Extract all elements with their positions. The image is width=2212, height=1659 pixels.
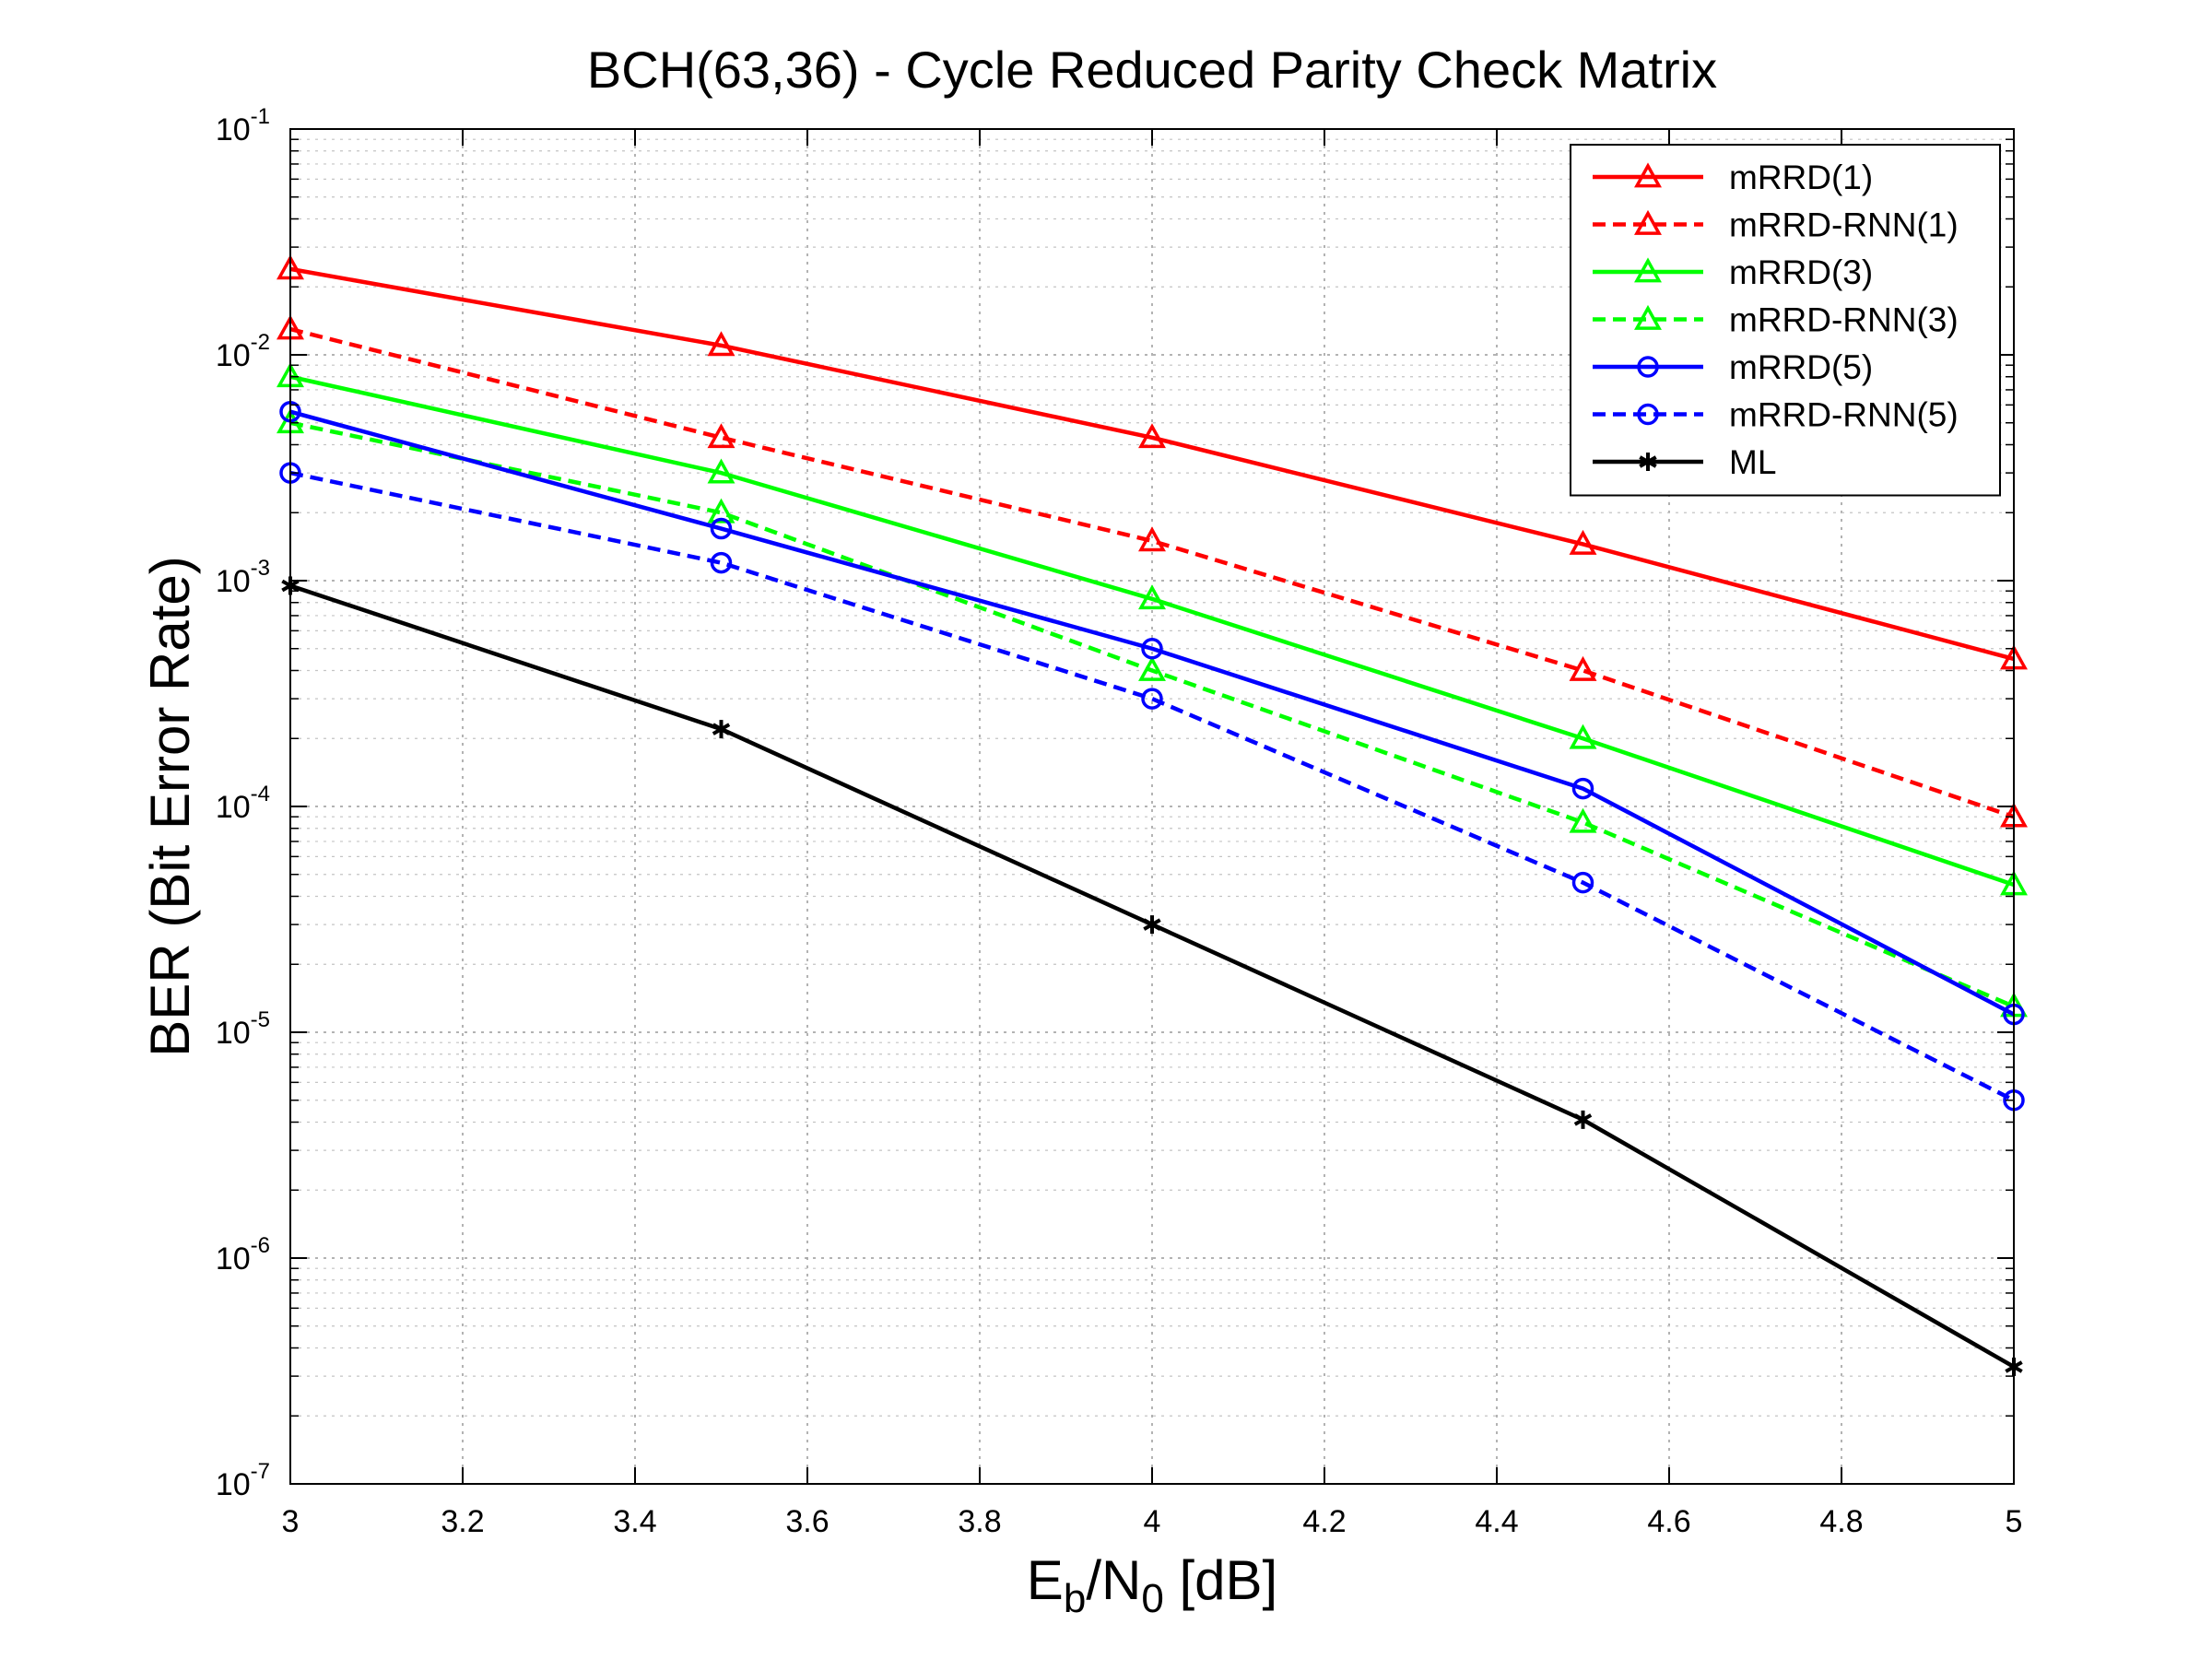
- legend-label: mRRD-RNN(1): [1729, 206, 1959, 244]
- y-tick-label: 10-5: [216, 1007, 270, 1051]
- legend-label: mRRD(1): [1729, 159, 1873, 196]
- series-mRRD(1): [276, 254, 2028, 670]
- x-axis-label-unit: [dB]: [1164, 1549, 1277, 1611]
- y-tick-label: 10-3: [216, 556, 270, 599]
- legend-marker: [1639, 453, 1657, 471]
- legend: mRRD(1) mRRD-RNN(1) mRRD(3) mRRD-RNN(3) mRRD…: [1570, 144, 2001, 497]
- legend-entry: mRRD(1): [1593, 159, 1873, 196]
- x-tick-label: 3.2: [441, 1504, 484, 1539]
- legend-label: mRRD-RNN(5): [1729, 396, 1959, 434]
- x-tick-label: 3.8: [958, 1504, 1001, 1539]
- legend-marker: [1637, 403, 1659, 426]
- x-tick-label: 3.4: [613, 1504, 656, 1539]
- legend-marker: [1634, 304, 1662, 330]
- data-point: [1138, 423, 1166, 449]
- asterisk-stroke: [1573, 1113, 1593, 1126]
- x-axis-label: Eb/N0 [dB]: [1027, 1549, 1277, 1621]
- x-axis-label-sub-b: b: [1064, 1576, 1086, 1621]
- asterisk-stroke: [1639, 455, 1657, 468]
- x-tick-label: 4.2: [1302, 1504, 1346, 1539]
- x-axis-label-n: /N: [1086, 1549, 1141, 1611]
- x-tick-label: 4.4: [1475, 1504, 1518, 1539]
- series-line: [289, 374, 2015, 888]
- series-line: [289, 409, 2016, 1017]
- legend-entry: mRRD(3): [1593, 253, 1873, 291]
- x-tick-label: 4.6: [1647, 1504, 1690, 1539]
- legend-entry: mRRD-RNN(5): [1593, 396, 1959, 434]
- x-tick-label: 3.6: [785, 1504, 829, 1539]
- data-point: [710, 551, 733, 574]
- x-axis-label-e: E: [1027, 1549, 1064, 1611]
- legend-label: mRRD(3): [1729, 253, 1873, 291]
- legend-label: ML: [1729, 443, 1776, 481]
- series-line: [289, 266, 2015, 662]
- x-tick-label: 4.8: [1819, 1504, 1863, 1539]
- x-tick-label: 4: [1144, 1504, 1161, 1539]
- data-point: [712, 720, 731, 739]
- data-point: [1138, 526, 1166, 552]
- asterisk-stroke: [712, 723, 731, 735]
- x-tick-label: 3: [282, 1504, 300, 1539]
- data-point: [707, 331, 735, 357]
- x-axis-label-sub-0: 0: [1141, 1576, 1163, 1621]
- y-tick-label: 10-4: [216, 782, 270, 825]
- y-tick-label: 10-6: [216, 1233, 270, 1277]
- y-tick-label: 10-7: [216, 1459, 270, 1502]
- legend-entry: mRRD(5): [1593, 348, 1873, 386]
- legend-marker: [1634, 257, 1662, 283]
- legend-marker: [1634, 162, 1662, 188]
- data-point: [1569, 529, 1597, 555]
- data-point: [1138, 655, 1166, 681]
- legend-label: mRRD-RNN(3): [1729, 301, 1959, 339]
- data-point: [1141, 688, 1163, 710]
- y-tick-label: 10-1: [216, 104, 270, 147]
- legend-entry: ML: [1593, 443, 1776, 481]
- data-point: [1573, 1110, 1593, 1129]
- data-point: [707, 498, 735, 524]
- data-point: [707, 423, 735, 449]
- data-point: [1143, 915, 1161, 935]
- data-point: [1571, 871, 1594, 894]
- data-point: [1141, 638, 1163, 660]
- asterisk-stroke: [1143, 918, 1161, 931]
- data-point: [707, 458, 735, 484]
- data-point: [1569, 724, 1597, 749]
- data-point: [1571, 777, 1594, 800]
- legend-marker: [1634, 209, 1662, 235]
- legend-label: mRRD(5): [1729, 348, 1873, 386]
- legend-marker: [1637, 356, 1659, 378]
- data-point: [1569, 655, 1597, 681]
- series-layer: [276, 254, 2028, 1376]
- series-line: [289, 326, 2015, 819]
- axis-ticks: [289, 128, 2015, 1485]
- data-point: [1569, 807, 1597, 833]
- series-line: [289, 420, 2015, 1009]
- x-tick-label: 5: [2006, 1504, 2023, 1539]
- legend-entry: mRRD-RNN(3): [1593, 301, 1959, 339]
- chart-title: BCH(63,36) - Cycle Reduced Parity Check …: [587, 41, 1717, 99]
- legend-entry: mRRD-RNN(1): [1593, 206, 1959, 244]
- data-point: [1138, 584, 1166, 610]
- y-axis-label: BER (Bit Error Rate): [139, 556, 201, 1056]
- y-tick-label: 10-2: [216, 330, 270, 373]
- data-point: [710, 517, 733, 540]
- tick-labels: 3 3.2 3.4 3.6 3.8 4 4.2 4.4 4.6 4.8 5 10-7 10-6 10-5 1…: [216, 104, 2023, 1539]
- series-line: [289, 470, 2016, 1102]
